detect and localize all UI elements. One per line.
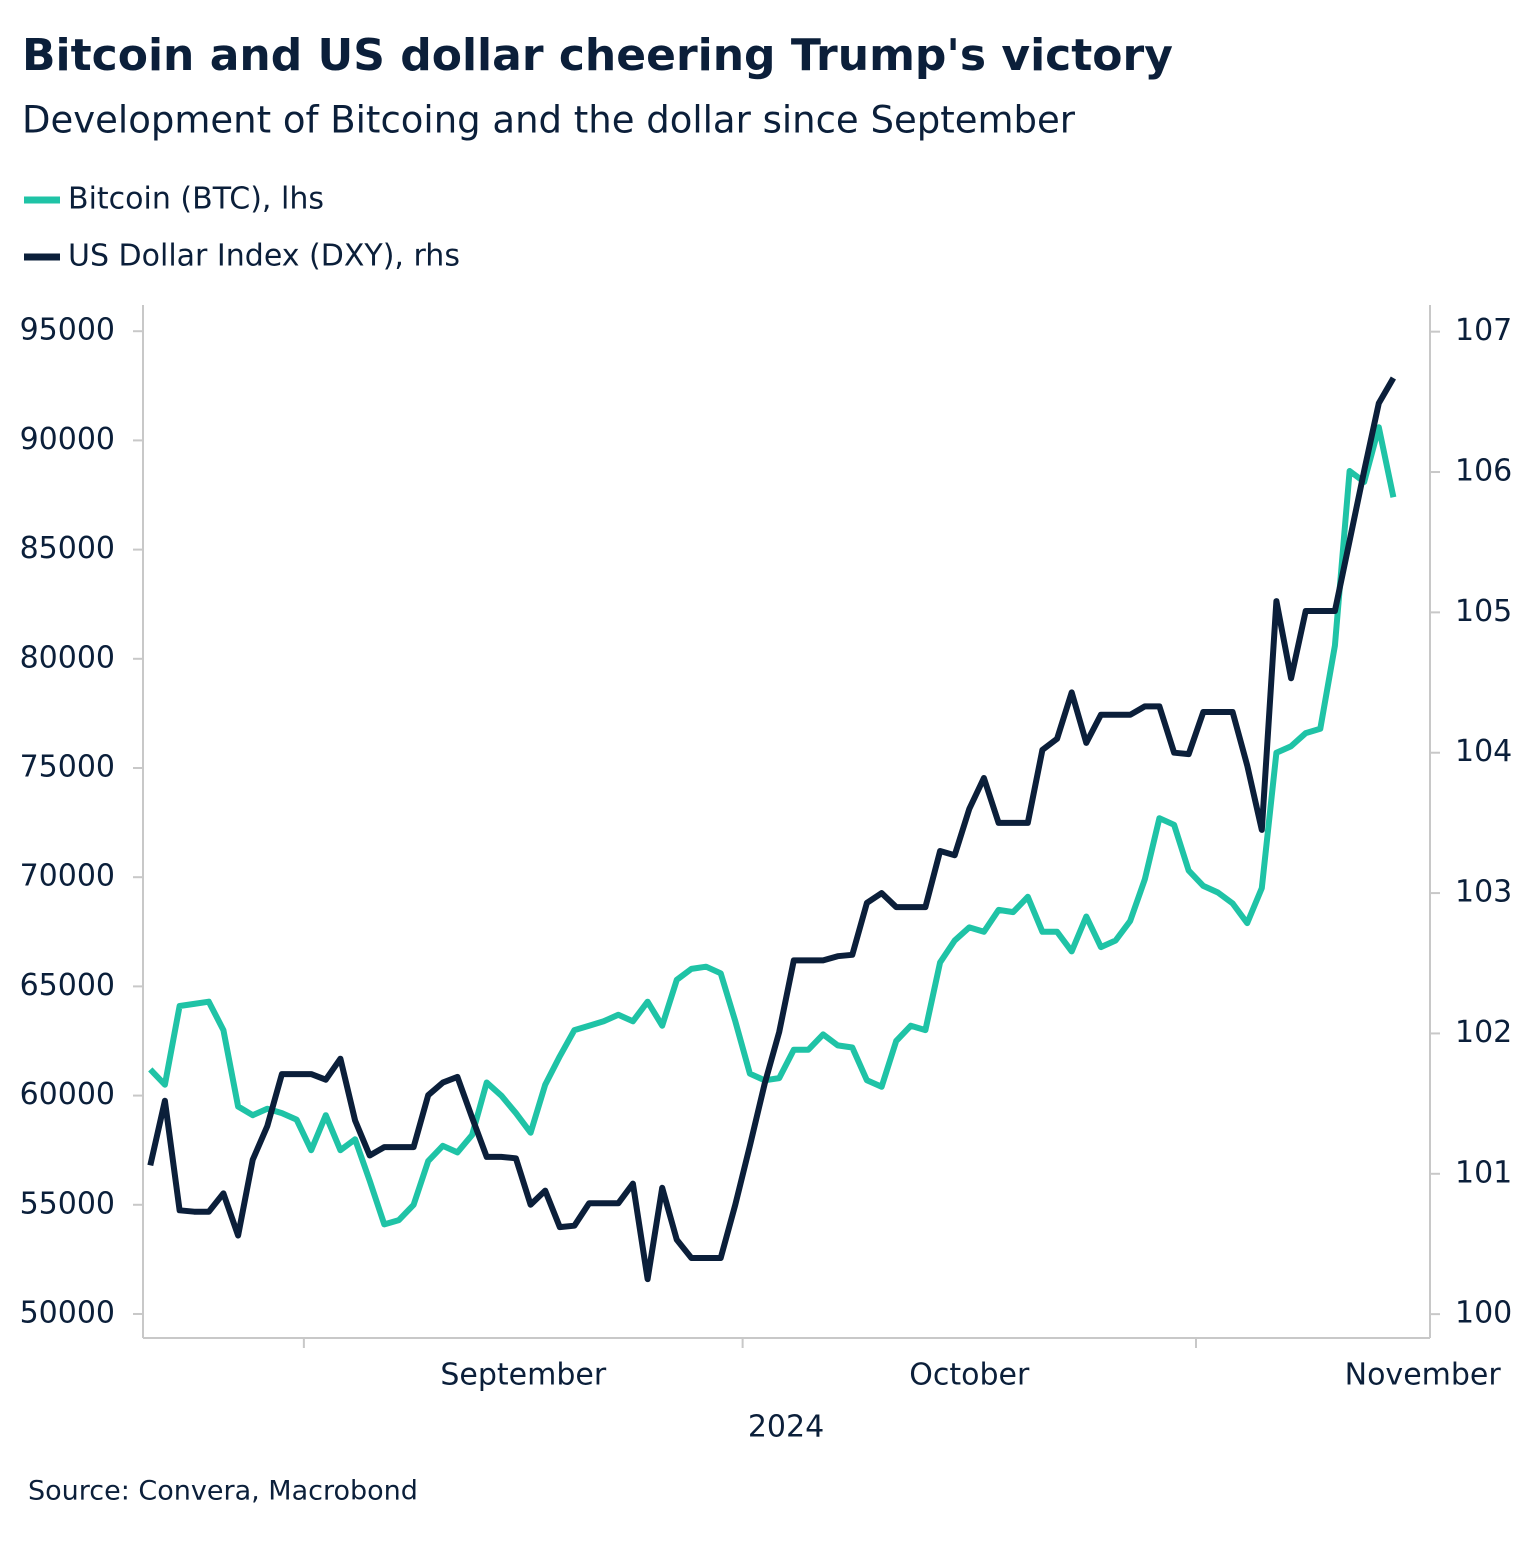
legend-label: US Dollar Index (DXY), rhs: [68, 239, 460, 274]
y-tick-label: 55000: [20, 1186, 115, 1221]
legend-label: Bitcoin (BTC), lhs: [68, 182, 324, 217]
y2-tick-label: 100: [1455, 1296, 1512, 1331]
y-tick-label: 80000: [20, 640, 115, 675]
x-month-label: September: [440, 1358, 606, 1393]
y-tick-label: 60000: [20, 1077, 115, 1112]
series-line: [147, 376, 1396, 1283]
y2-tick-label: 107: [1455, 313, 1512, 348]
x-month-label: October: [909, 1358, 1030, 1393]
x-month-label: November: [1345, 1358, 1502, 1393]
y-tick-label: 70000: [20, 859, 115, 894]
source-note: Source: Convera, Macrobond: [28, 1476, 418, 1507]
y2-tick-label: 105: [1455, 594, 1512, 629]
chart-title: Bitcoin and US dollar cheering Trump's v…: [22, 30, 1173, 81]
y2-tick-label: 103: [1455, 875, 1512, 910]
series-line: [148, 424, 1397, 1228]
y2-tick-label: 101: [1455, 1155, 1512, 1190]
y-tick-label: 65000: [20, 968, 115, 1003]
y-tick-label: 85000: [20, 531, 115, 566]
y-tick-label: 90000: [20, 422, 115, 457]
y-tick-label: 95000: [20, 313, 115, 348]
y2-tick-label: 106: [1455, 454, 1512, 489]
y-tick-label: 50000: [20, 1295, 115, 1330]
y-tick-label: 75000: [20, 749, 115, 784]
y2-tick-label: 102: [1455, 1015, 1512, 1050]
y2-tick-label: 104: [1455, 734, 1512, 769]
chart-subtitle: Development of Bitcoing and the dollar s…: [22, 99, 1076, 142]
x-axis-label: 2024: [748, 1410, 824, 1445]
